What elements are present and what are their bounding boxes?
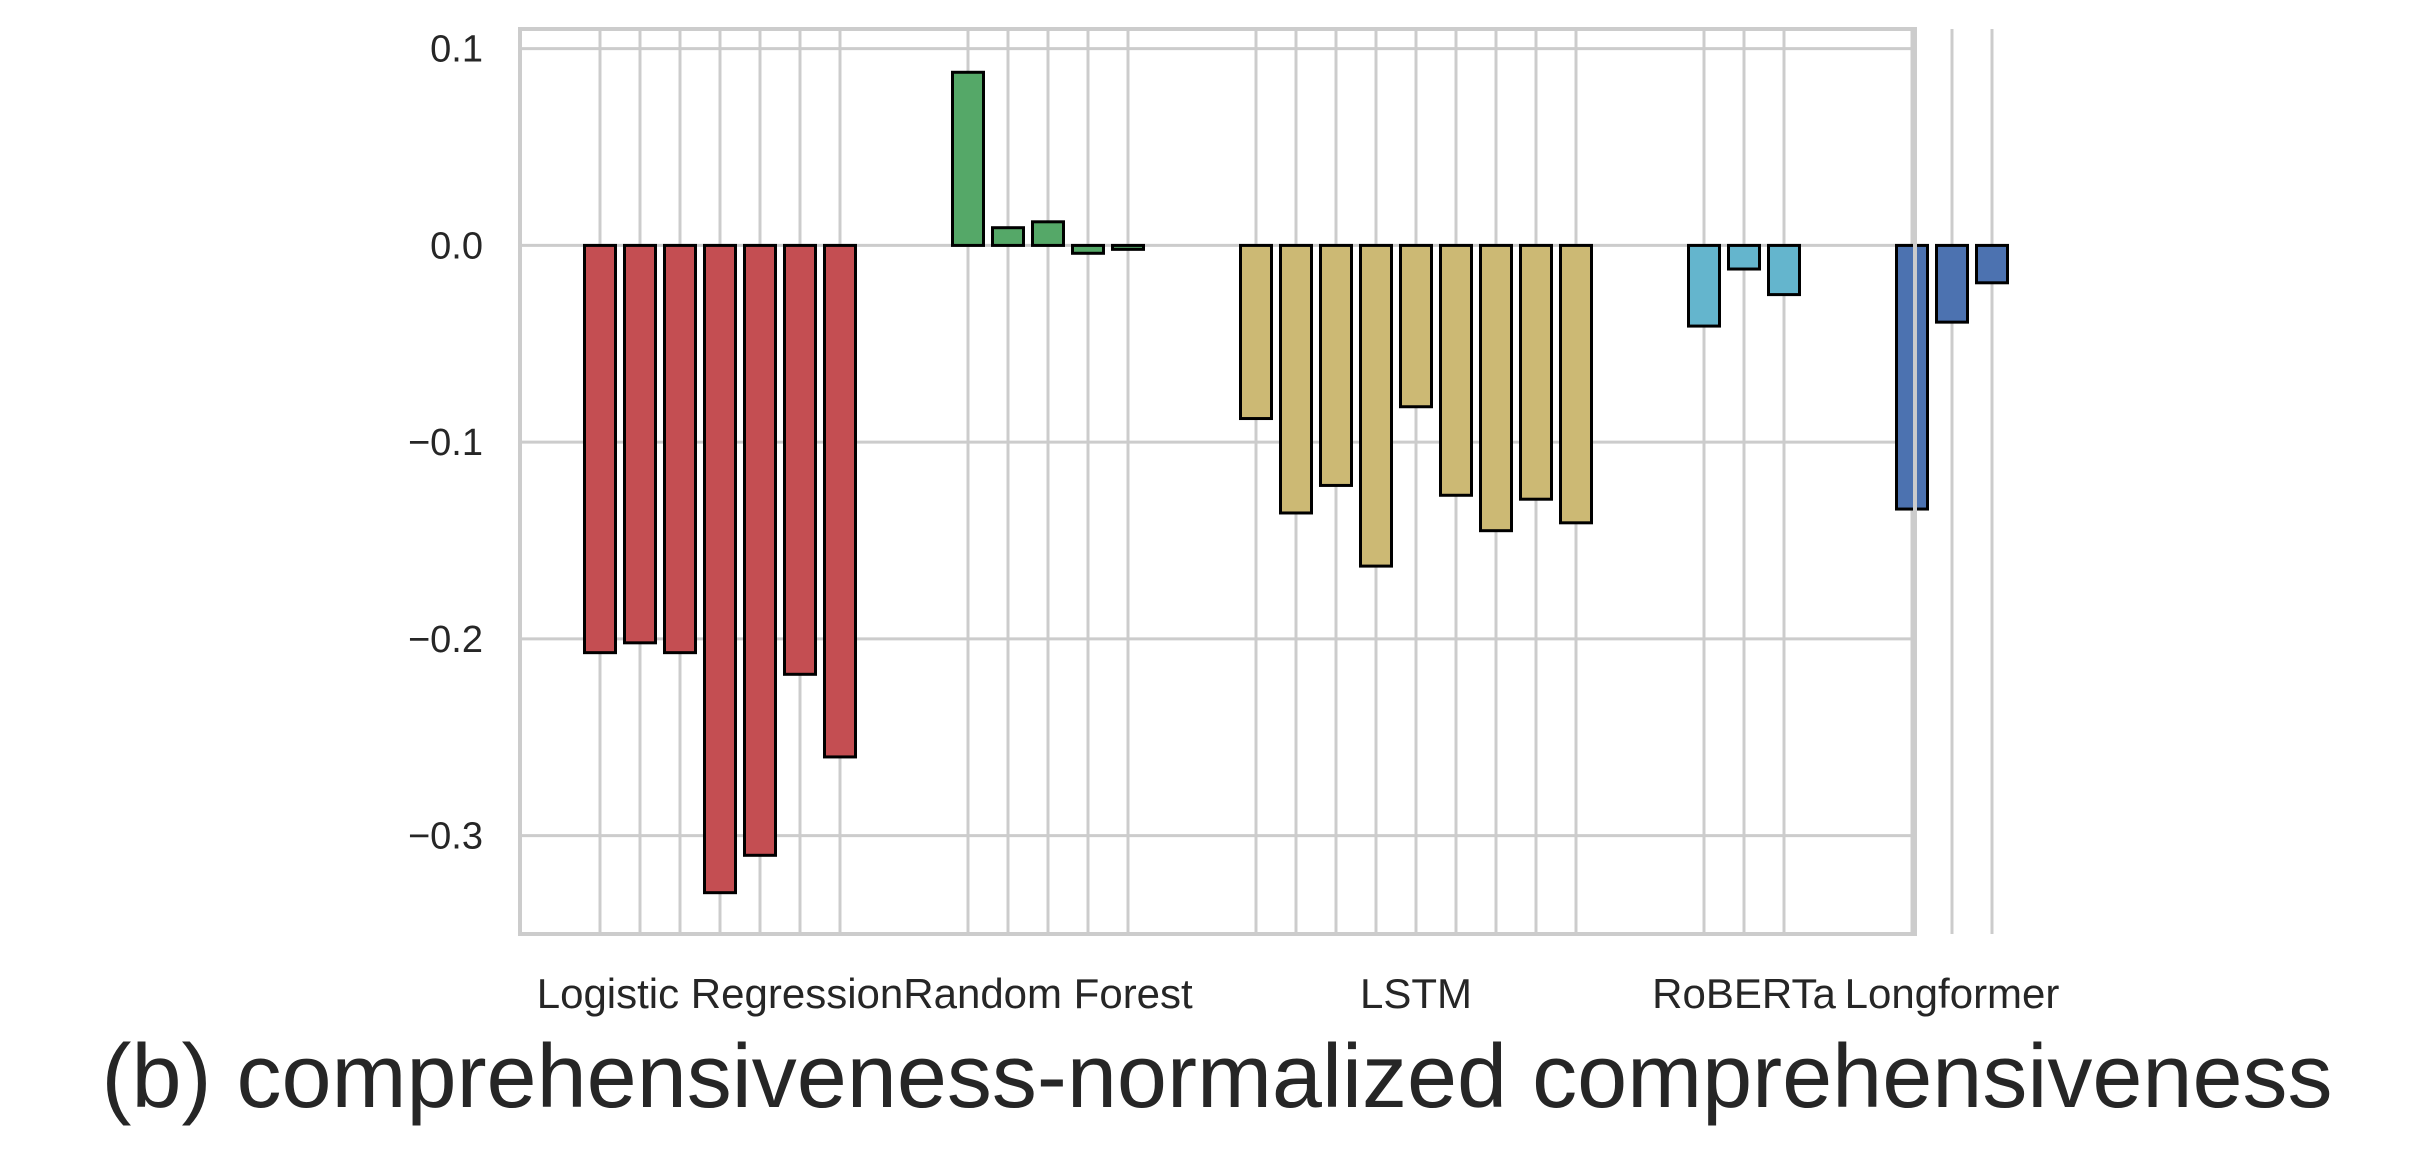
bar bbox=[583, 243, 617, 655]
x-tick-label: Longformer bbox=[1845, 970, 2060, 1017]
y-tick-label: −0.3 bbox=[408, 816, 483, 858]
bar bbox=[1519, 243, 1553, 501]
x-tick-label: LSTM bbox=[1360, 970, 1472, 1017]
bars bbox=[583, 70, 2009, 895]
bar bbox=[1687, 243, 1721, 328]
figure-caption: (b) comprehensiveness-normalized compreh… bbox=[101, 1027, 2332, 1127]
bar bbox=[951, 70, 985, 247]
bar bbox=[823, 243, 857, 759]
bar bbox=[1239, 243, 1273, 421]
bar bbox=[1071, 243, 1105, 255]
grid-lines bbox=[520, 29, 1994, 934]
bar bbox=[623, 243, 657, 645]
bar bbox=[1319, 243, 1353, 487]
plot-frame bbox=[518, 27, 1917, 936]
bar bbox=[703, 243, 737, 895]
bar bbox=[1399, 243, 1433, 409]
bar bbox=[1359, 243, 1393, 568]
bar bbox=[1935, 243, 1969, 324]
y-tick-label: 0.1 bbox=[430, 29, 483, 71]
bar bbox=[1559, 243, 1593, 525]
x-tick-label: RoBERTa bbox=[1652, 970, 1836, 1017]
bar bbox=[1767, 243, 1801, 297]
bar bbox=[1439, 243, 1473, 497]
bar bbox=[743, 243, 777, 857]
bar bbox=[1031, 220, 1065, 247]
bar bbox=[1975, 243, 2009, 285]
y-tick-label: 0.0 bbox=[430, 225, 483, 267]
bar bbox=[1111, 243, 1145, 251]
bar bbox=[663, 243, 697, 655]
bar bbox=[783, 243, 817, 676]
bar bbox=[1895, 243, 1929, 511]
x-tick-label: Random Forest bbox=[903, 970, 1193, 1017]
bar bbox=[1479, 243, 1513, 533]
x-tick-label: Logistic Regression bbox=[537, 970, 904, 1017]
tick-labels: 0.1 0.0 −0.1 −0.2 −0.3 Logistic Regression Ran… bbox=[408, 29, 2059, 1017]
y-tick-label: −0.2 bbox=[408, 619, 483, 661]
bar bbox=[1727, 243, 1761, 271]
bar bbox=[1279, 243, 1313, 515]
y-tick-label: −0.1 bbox=[408, 422, 483, 464]
bar bbox=[991, 226, 1025, 247]
